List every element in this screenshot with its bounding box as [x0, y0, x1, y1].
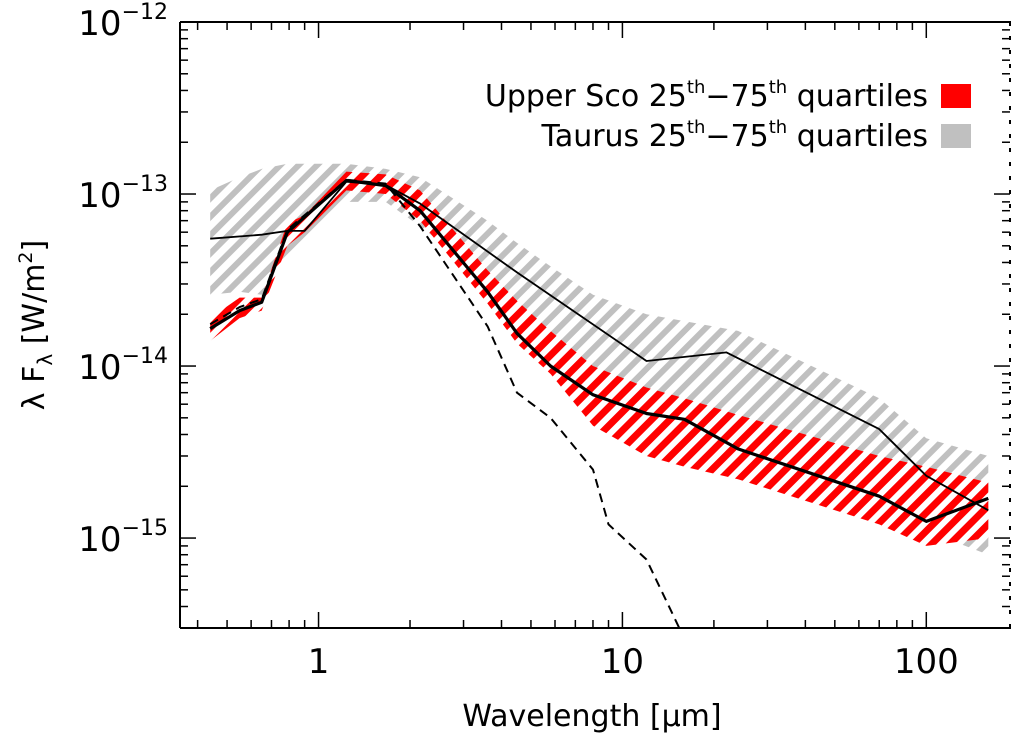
legend: Upper Sco 25th−75th quartiles Taurus 25t… — [485, 77, 971, 154]
median-lines — [209, 178, 989, 628]
y-tick-exponent: −12 — [122, 0, 168, 25]
y-tick-exponent: −13 — [122, 172, 168, 197]
x-tick-label: 1 — [308, 642, 330, 682]
legend-label-taurus: Taurus 25th−75th quartiles — [540, 117, 928, 154]
y-tick-base: 10 — [78, 4, 121, 44]
y-tick-label: 10−13 — [78, 172, 168, 216]
x-tick-label: 10 — [601, 642, 644, 682]
legend-swatch-taurus — [941, 124, 971, 148]
x-axis-title: Wavelength [μm] — [462, 699, 721, 734]
y-tick-exponent: −15 — [122, 516, 168, 541]
legend-swatch-upper-sco — [941, 84, 971, 108]
band-upper-sco — [210, 171, 989, 546]
quartile-bands — [210, 163, 989, 555]
series-line-photosphere — [209, 178, 681, 628]
y-tick-base: 10 — [78, 176, 121, 216]
y-tick-label: 10−14 — [78, 344, 168, 388]
y-tick-base: 10 — [78, 520, 121, 560]
x-tick-label: 100 — [894, 642, 959, 682]
y-tick-base: 10 — [78, 348, 121, 388]
y-tick-exponent: −14 — [122, 344, 168, 369]
y-axis-title: λ Fλ [W/m2] — [15, 240, 57, 410]
y-tick-label: 10−15 — [78, 516, 168, 560]
legend-label-upper-sco: Upper Sco 25th−75th quartiles — [485, 77, 928, 114]
y-tick-label: 10−12 — [78, 0, 168, 44]
series-line-upper-sco — [209, 178, 989, 524]
